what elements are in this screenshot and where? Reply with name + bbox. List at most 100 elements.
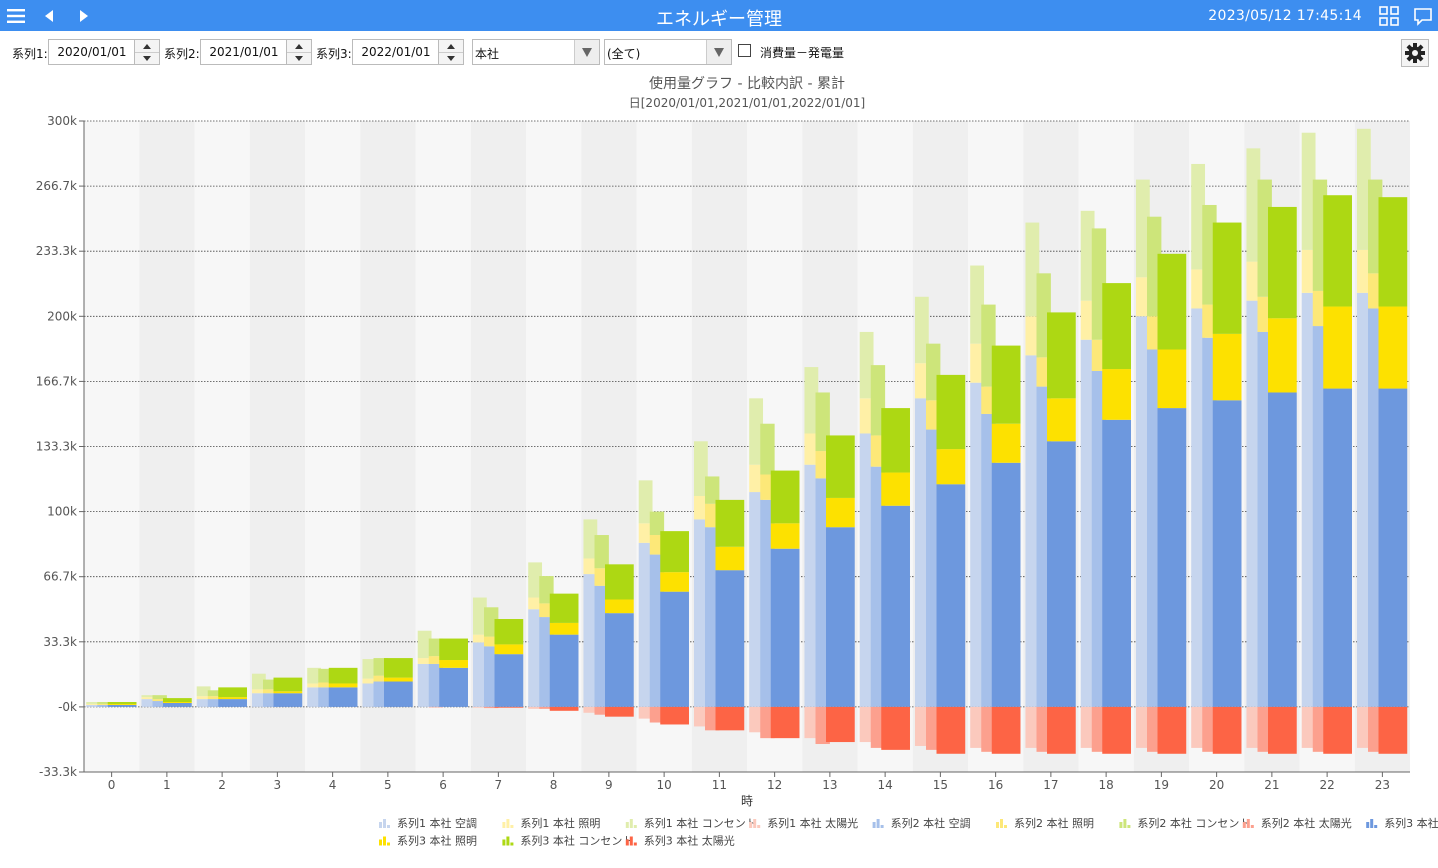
series2-decrement-button[interactable] [287,52,311,64]
legend-item[interactable]: 系列3 本社 太陽光 [625,834,735,848]
legend-item[interactable]: 系列3 本社 コンセント [502,834,633,848]
bar-segment [594,706,609,715]
bar-segment [749,492,764,707]
legend-item[interactable]: 系列2 本社 太陽光 [1242,816,1352,830]
series2-increment-button[interactable] [287,40,311,53]
x-tick-label: 12 [767,778,782,792]
bar-segment [218,697,247,700]
bar-segment [472,634,487,643]
legend-swatch-icon [510,825,514,828]
bar-segment [914,398,929,707]
net-consumption-label[interactable]: 消費量－発電量 [760,46,845,60]
bar-segment [881,408,910,473]
chevron-down-icon[interactable] [574,40,599,64]
series2-label: 系列2: [164,47,200,61]
chevron-down-icon[interactable] [706,40,731,64]
bar-segment [605,613,634,707]
bar-segment [826,497,855,528]
bar-segment [318,682,333,688]
legend-item[interactable]: 系列3 本社 空調 [1366,816,1438,830]
x-tick-label: 10 [656,778,671,792]
bar-segment [881,472,910,506]
legend-item[interactable]: 系列1 本社 照明 [502,816,600,830]
legend-swatch-icon [383,819,386,828]
settings-button[interactable] [1401,39,1429,67]
legend-item[interactable]: 系列2 本社 空調 [872,816,971,830]
bar-segment [107,703,137,705]
bar-segment [1025,355,1040,707]
x-tick-label: 23 [1375,778,1390,792]
category-select[interactable]: (全て) [604,39,732,65]
bar-segment [705,476,720,504]
x-tick-label: 16 [988,778,1003,792]
legend-label: 系列2 本社 太陽光 [1261,816,1352,830]
bar-segment [1323,195,1352,307]
bar-segment [273,693,303,707]
bar-segment [472,706,487,708]
legend-item[interactable]: 系列1 本社 太陽光 [749,816,858,830]
series2-date-field[interactable]: 2021/01/01 [200,39,312,65]
bar-segment [936,374,966,450]
bar-segment [1301,706,1316,748]
gear-icon [1405,43,1425,63]
arrow-left-icon[interactable] [40,0,58,31]
arrow-right-icon[interactable] [75,0,93,31]
message-icon[interactable] [1412,0,1434,31]
legend-item[interactable]: 系列2 本社 照明 [996,816,1094,830]
bar-segment [141,695,156,698]
title-bar: エネルギー管理 2023/05/12 17:45:14 [0,0,1438,31]
series2-date-value[interactable]: 2021/01/01 [209,45,279,59]
legend-swatch-icon [387,825,390,828]
grid-view-icon[interactable] [1378,0,1400,31]
y-tick-label: 66.7k [43,570,77,584]
legend-label: 系列3 本社 コンセント [520,834,633,848]
series3-date-field[interactable]: 2022/01/01 [352,39,464,65]
legend-swatch-icon [753,819,757,828]
bar-segment [152,701,167,707]
bar-segment [770,470,800,524]
legend-swatch-icon [629,819,633,828]
legend-swatch-icon [1374,825,1378,828]
series3-increment-button[interactable] [439,40,463,53]
bar-segment [936,706,966,754]
legend-item[interactable]: 系列2 本社 コンセント [1119,816,1250,830]
bar-segment [218,699,247,707]
bar-segment [914,363,929,399]
legend-swatch-icon [633,842,637,846]
legend-label: 系列2 本社 コンセント [1137,816,1250,830]
legend-swatch-icon [1370,819,1374,828]
legend-item[interactable]: 系列1 本社 コンセント [625,816,757,830]
bar-segment [638,706,653,719]
x-axis-label: 時 [741,794,753,808]
series1-date-value[interactable]: 2020/01/01 [57,45,127,59]
bar-segment [1047,441,1076,707]
bar-segment [1080,300,1095,340]
bar-segment [384,677,413,682]
y-tick-label: 133.3k [36,440,77,454]
bar-segment [528,597,543,610]
bar-segment [749,464,764,493]
bar-segment [494,654,524,707]
hamburger-menu-icon[interactable] [4,0,28,31]
bar-segment [1135,179,1150,278]
legend-item[interactable]: 系列3 本社 照明 [379,834,477,848]
x-tick-label: 21 [1264,778,1279,792]
bar-segment [196,696,211,700]
legend-swatch-icon [1004,825,1007,828]
bar-segment [528,706,543,709]
legend-label: 系列1 本社 コンセント [644,816,757,830]
site-select[interactable]: 本社 [472,39,600,65]
bar-segment [1212,706,1242,754]
series1-decrement-button[interactable] [135,52,159,64]
legend-swatch-icon [387,842,390,846]
legend-item[interactable]: 系列1 本社 空調 [379,816,477,830]
legend-swatch-icon [1000,819,1003,828]
chart-title: 使用量グラフ - 比較内訳 - 累計 [649,75,845,92]
series1-date-field[interactable]: 2020/01/01 [48,39,160,65]
net-consumption-checkbox[interactable] [738,44,751,57]
series1-increment-button[interactable] [135,40,159,53]
x-tick-label: 13 [822,778,837,792]
series3-decrement-button[interactable] [439,52,463,64]
bar-segment [760,423,775,475]
series3-date-value[interactable]: 2022/01/01 [361,45,431,59]
